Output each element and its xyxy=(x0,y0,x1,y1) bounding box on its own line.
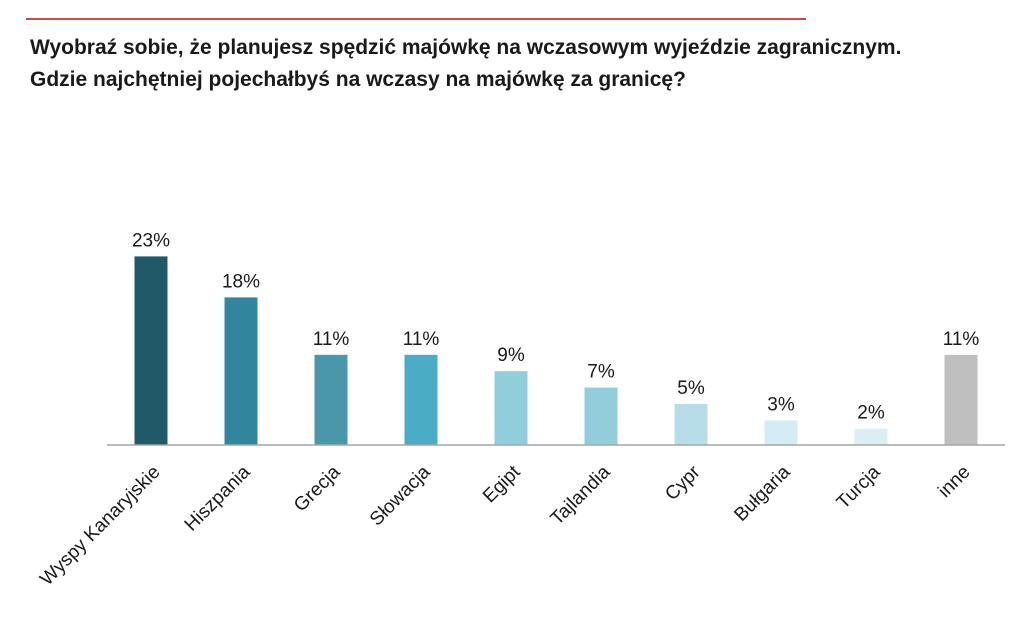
category-label-grecja: Grecja xyxy=(290,461,345,516)
value-label-inne: 11% xyxy=(943,329,980,350)
category-label-bułgaria: Bułgaria xyxy=(730,461,794,525)
bar-egipt xyxy=(494,371,528,445)
bar-cypr xyxy=(674,404,708,445)
value-label-cypr: 5% xyxy=(677,378,705,399)
bar-turcja xyxy=(854,428,888,445)
value-label-wyspy-kanaryjskie: 23% xyxy=(132,230,170,251)
chart-title: Wyobraź sobie, że planujesz spędzić majó… xyxy=(30,32,1010,96)
bar-bułgaria xyxy=(764,420,798,445)
bar-słowacja xyxy=(404,354,438,445)
category-label-inne: inne xyxy=(934,462,974,502)
category-label-hiszpania: Hiszpania xyxy=(181,461,255,535)
category-label-tajlandia: Tajlandia xyxy=(547,461,615,529)
value-label-hiszpania: 18% xyxy=(222,271,260,292)
category-label-cypr: Cypr xyxy=(661,461,705,505)
bar-tajlandia xyxy=(584,387,618,445)
value-label-tajlandia: 7% xyxy=(587,362,615,383)
value-label-bułgaria: 3% xyxy=(767,394,795,415)
category-label-egipt: Egipt xyxy=(479,461,525,507)
category-label-słowacja: Słowacja xyxy=(366,461,435,530)
category-label-wyspy-kanaryjskie: Wyspy Kanaryjskie xyxy=(36,462,164,590)
value-label-turcja: 2% xyxy=(857,403,885,424)
top-rule xyxy=(26,18,806,20)
value-label-słowacja: 11% xyxy=(403,329,440,350)
value-label-egipt: 9% xyxy=(497,345,525,366)
title-line-2: Gdzie najchętniej pojechałbyś na wczasy … xyxy=(30,68,686,91)
category-label-turcja: Turcja xyxy=(833,461,885,513)
bar-hiszpania xyxy=(224,297,258,445)
bar-inne xyxy=(944,354,978,445)
bar-wyspy-kanaryjskie xyxy=(134,256,168,445)
bar-grecja xyxy=(314,354,348,445)
title-line-1: Wyobraź sobie, że planujesz spędzić majó… xyxy=(30,36,902,59)
value-label-grecja: 11% xyxy=(313,329,350,350)
